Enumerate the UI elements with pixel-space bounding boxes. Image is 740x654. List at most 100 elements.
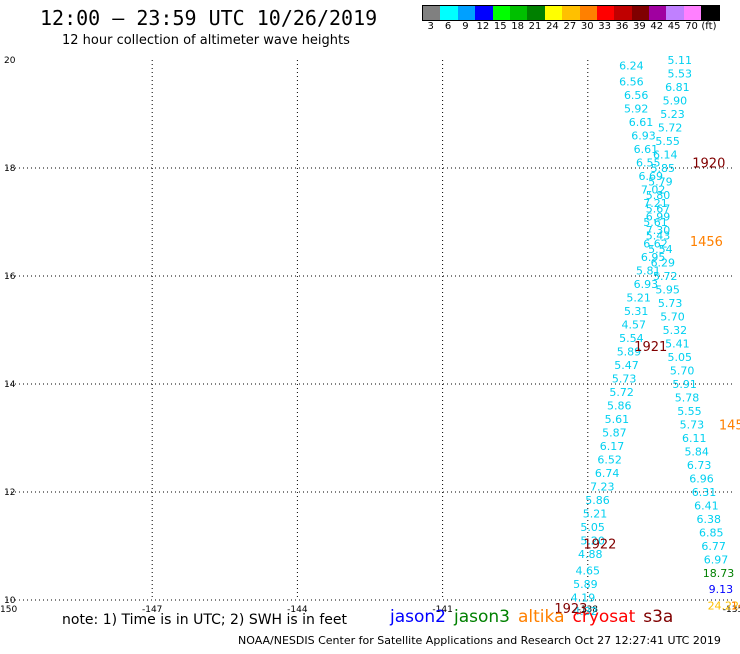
time-label: 1921: [634, 340, 667, 355]
lon-tick-label: -141: [432, 605, 452, 615]
wave-height-value: 4.88: [578, 548, 603, 561]
wave-height-value: 7.23: [590, 481, 615, 494]
wave-height-value: 6.73: [687, 459, 712, 472]
wave-height-value: 5.23: [660, 108, 685, 121]
wave-height-value: 6.81: [665, 81, 690, 94]
wave-height-value: 5.11: [668, 54, 693, 67]
time-label: 1922: [583, 537, 616, 552]
wave-height-value: 14: [731, 599, 740, 612]
legend-label: 6: [444, 21, 452, 32]
footer-credit: NOAA/NESDIS Center for Satellite Applica…: [238, 634, 721, 647]
wave-height-value: 5.72: [653, 270, 678, 283]
wave-height-value: 18.73: [703, 567, 735, 580]
wave-height-value: 6.85: [699, 527, 724, 540]
legend-swatch: [457, 6, 476, 20]
page-title: 12:00 – 23:59 UTC 10/26/2019: [40, 6, 378, 30]
satellite-jason2: jason2: [390, 607, 446, 627]
time-label: 1920: [692, 157, 725, 172]
wave-height-value: 6.74: [595, 467, 620, 480]
legend-swatch: [492, 6, 510, 20]
time-label: 1923: [554, 602, 587, 617]
time-label: 1455: [719, 419, 740, 434]
legend-label: 39: [633, 21, 646, 32]
wave-height-value: 5.43: [646, 230, 671, 243]
wave-height-value: 5.73: [658, 297, 683, 310]
wave-height-value: 4.19: [571, 591, 596, 604]
wave-height-value: 5.20: [580, 535, 605, 548]
wave-height-value: 9.13: [709, 583, 734, 596]
legend-swatch: [562, 6, 580, 20]
wave-height-value: 5.92: [624, 103, 649, 116]
lat-tick-label: 10: [4, 596, 16, 606]
legend-label: 15: [493, 21, 507, 32]
lon-tick-label: -150: [0, 605, 17, 615]
wave-height-value: 5.89: [617, 346, 642, 359]
legend-swatch: [614, 6, 632, 20]
legend-label: (ft): [701, 21, 717, 32]
wave-height-value: 5.61: [643, 216, 668, 229]
wave-height-value: 5.21: [626, 292, 651, 305]
wave-height-value: 6.11: [682, 432, 707, 445]
legend-swatch: [649, 6, 667, 20]
wave-height-value: 6.56: [624, 89, 649, 102]
lon-tick-label: -138: [578, 605, 599, 615]
wave-height-value: 5.05: [668, 351, 693, 364]
wave-height-value: 5.70: [670, 365, 695, 378]
wave-height-value: 5.79: [648, 176, 673, 189]
legend-label: 33: [598, 21, 611, 32]
page-subtitle: 12 hour collection of altimeter wave hei…: [62, 33, 350, 48]
legend-swatch: [701, 6, 719, 20]
lon-tick-label: -135: [723, 605, 740, 615]
legend-label: 27: [563, 21, 577, 32]
wave-height-value: 5.41: [665, 338, 690, 351]
legend-swatch: [509, 6, 528, 20]
wave-height-value: 5.84: [684, 446, 709, 459]
wave-height-value: 6.61: [634, 143, 659, 156]
lat-tick-label: 18: [4, 164, 16, 174]
wave-height-value: 5.72: [609, 386, 634, 399]
wave-height-value: 6.14: [653, 149, 678, 162]
wave-height-value: 6.69: [638, 170, 663, 183]
legend-swatch: [423, 6, 441, 20]
wave-height-value: 5.78: [675, 392, 700, 405]
legend-label: 18: [511, 21, 525, 32]
wave-height-value: 24.22: [708, 599, 740, 612]
wave-height-value: 5.53: [668, 68, 693, 81]
legend-swatch: [683, 6, 702, 20]
satellite-altika: altika: [518, 607, 565, 627]
wave-height-value: 7.21: [643, 197, 668, 210]
legend-label: 9: [462, 21, 469, 32]
wave-height-value: 6.29: [651, 257, 676, 270]
time-label: 1456: [690, 235, 723, 250]
wave-height-value: 6.41: [694, 500, 719, 513]
wave-height-value: 4.57: [622, 319, 647, 332]
units-note: note: 1) Time is in UTC; 2) SWH is in fe…: [62, 612, 348, 628]
wave-height-value: 7.30: [646, 224, 671, 237]
legend-label: 24: [546, 21, 559, 32]
wave-height-value: 5.05: [580, 521, 605, 534]
wave-height-value: 5.54: [648, 243, 673, 256]
wave-height-value: 6.99: [646, 211, 671, 224]
legend-label: 36: [615, 21, 629, 32]
wave-height-value: 7.02: [641, 184, 666, 197]
wave-height-value: 4.65: [576, 564, 601, 577]
wave-height-value: 5.80: [646, 189, 671, 202]
wave-height-value: 5.90: [663, 95, 688, 108]
wave-height-value: 6.52: [597, 454, 622, 467]
legend-label: 12: [476, 21, 490, 32]
legend-swatch: [527, 6, 545, 20]
lat-tick-label: 14: [4, 380, 16, 390]
wave-height-value: 5.61: [605, 413, 630, 426]
wave-height-value: 4.82: [573, 605, 598, 618]
legend-swatch: [596, 6, 615, 20]
wave-height-value: 5.73: [612, 373, 637, 386]
wave-height-value: 5.21: [583, 508, 608, 521]
satellite-jason3: jason3: [454, 607, 510, 627]
legend-label: 42: [650, 21, 664, 32]
lat-tick-label: 12: [4, 488, 15, 498]
lon-tick-label: -144: [287, 605, 308, 615]
wave-height-value: 5.55: [677, 405, 702, 418]
legend-swatch: [666, 6, 684, 20]
wave-height-value: 5.32: [663, 324, 688, 337]
wave-height-value: 5.86: [607, 400, 632, 413]
